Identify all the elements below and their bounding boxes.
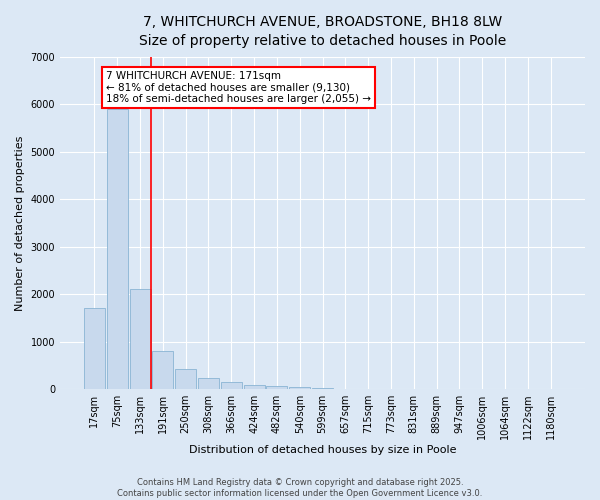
Bar — [107, 109, 128, 389]
Bar — [266, 386, 287, 389]
Bar — [335, 388, 356, 389]
Bar — [221, 382, 242, 389]
Bar — [152, 351, 173, 389]
Bar — [312, 388, 333, 389]
Bar — [289, 387, 310, 389]
Title: 7, WHITCHURCH AVENUE, BROADSTONE, BH18 8LW
Size of property relative to detached: 7, WHITCHURCH AVENUE, BROADSTONE, BH18 8… — [139, 15, 506, 48]
Bar — [84, 308, 105, 389]
X-axis label: Distribution of detached houses by size in Poole: Distribution of detached houses by size … — [189, 445, 456, 455]
Bar — [130, 290, 151, 389]
Y-axis label: Number of detached properties: Number of detached properties — [15, 135, 25, 310]
Text: Contains HM Land Registry data © Crown copyright and database right 2025.
Contai: Contains HM Land Registry data © Crown c… — [118, 478, 482, 498]
Text: 7 WHITCHURCH AVENUE: 171sqm
← 81% of detached houses are smaller (9,130)
18% of : 7 WHITCHURCH AVENUE: 171sqm ← 81% of det… — [106, 71, 371, 104]
Bar — [175, 369, 196, 389]
Bar — [244, 385, 265, 389]
Bar — [198, 378, 219, 389]
